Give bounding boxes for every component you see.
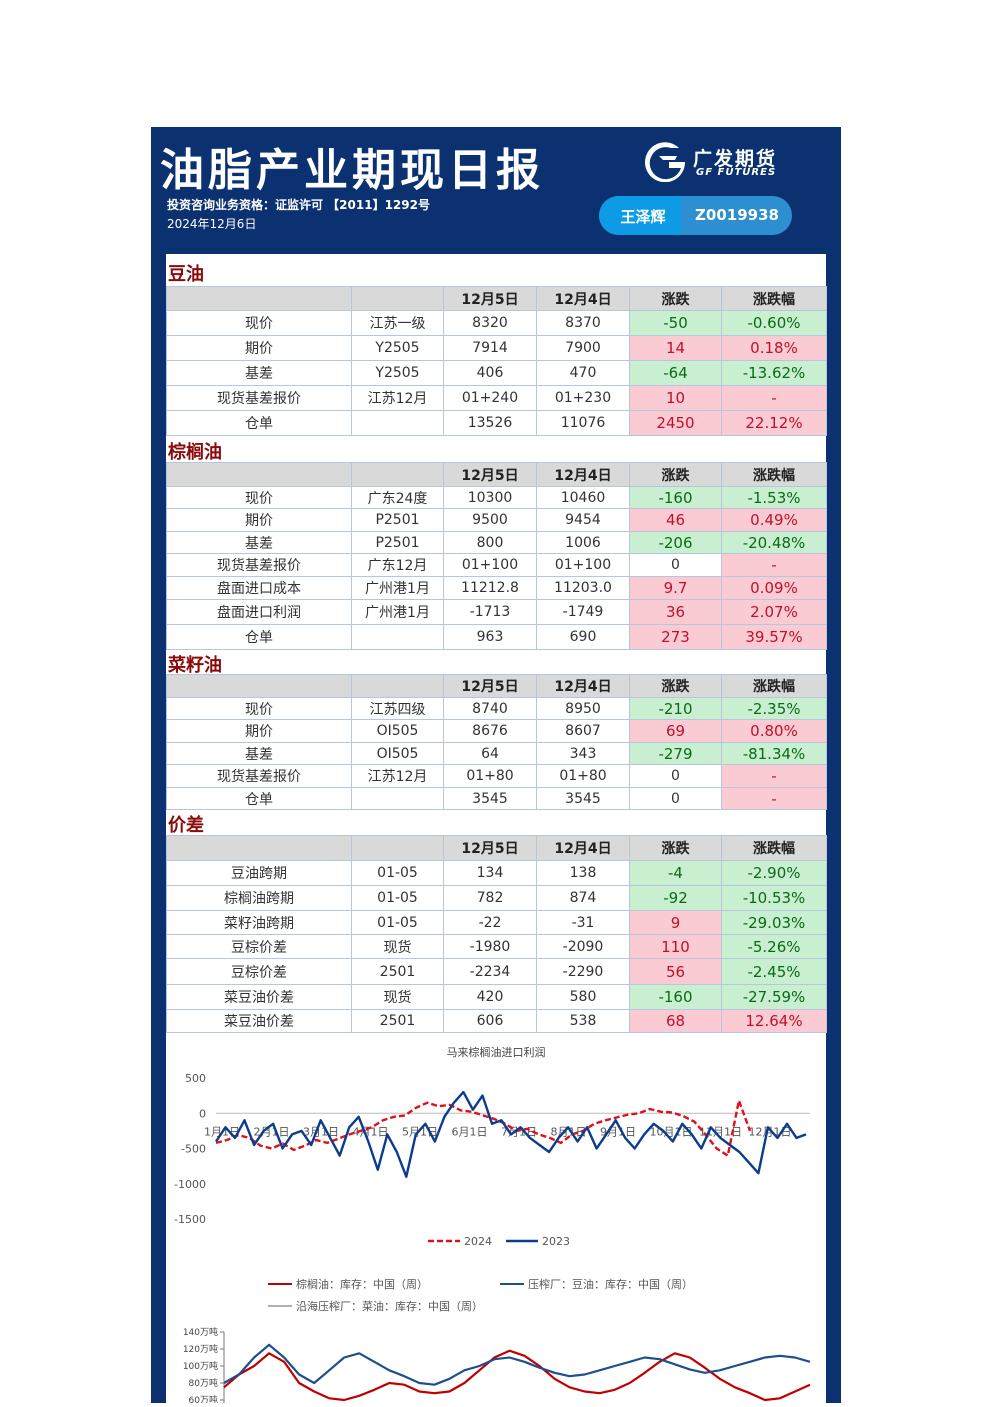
y-tick-label: -500 xyxy=(181,1143,206,1156)
analyst-badge: 王泽辉 Z0019938 xyxy=(599,196,792,235)
gf-futures-logo: 广发期货 GF FUTURES xyxy=(641,142,791,183)
table-row: 期价 OI505 8676 8607 69 0.80% xyxy=(166,719,827,743)
table-header-row: 12月5日 12月4日 涨跌 涨跌幅 xyxy=(166,835,827,861)
legend-label: 2023 xyxy=(542,1235,570,1248)
oil-inventory-svg: 棕榈油：库存：中国（周） 压榨厂：豆油：库存：中国（周） 沿海压榨厂：菜油：库存：中… xyxy=(183,1277,811,1406)
y-tick-label: 60万吨 xyxy=(189,1394,218,1403)
table-header-row: 12月5日 12月4日 涨跌 涨跌幅 xyxy=(166,286,827,311)
y-tick-label: -1500 xyxy=(174,1213,206,1226)
x-tick-label: 8月1日 xyxy=(551,1125,587,1138)
x-tick-label: 2月1日 xyxy=(254,1125,290,1138)
series-line xyxy=(223,1343,811,1386)
section-title-palm-oil: 棕榈油 xyxy=(168,442,222,463)
table-row: 仓单 3545 3545 0- xyxy=(166,787,827,810)
section-title-spreads: 价差 xyxy=(168,815,204,836)
table-row: 仓单 13526 11076 2450 22.12% xyxy=(166,410,827,436)
palm-import-profit-chart: 马来棕榈油进口利润 500 0 -500 -1000 -1500 1月1日 2月1日 3月1日 4… xyxy=(168,1034,825,1262)
y-tick-label: 140万吨 xyxy=(183,1326,218,1338)
table-row: 菜籽油跨期 01-05 -22 -31 9 -29.03% xyxy=(166,910,827,935)
legend-label: 沿海压榨厂：菜油：库存：中国（周） xyxy=(296,1299,483,1313)
table-row: 盘面进口利润 广州港1月 -1713 -1749 36 2.07% xyxy=(166,599,827,625)
table-row: 豆棕价差 现货 -1980 -2090 110 -5.26% xyxy=(166,934,827,959)
section-title-rapeseed-oil: 菜籽油 xyxy=(168,655,222,676)
table-row: 菜豆油价差 2501 606 538 68 12.64% xyxy=(166,1009,827,1033)
y-tick-label: -1000 xyxy=(174,1178,206,1191)
table-row: 仓单 963 690 273 39.57% xyxy=(166,624,827,650)
table-header-row: 12月5日 12月4日 涨跌 涨跌幅 xyxy=(166,462,827,487)
series-line-2024 xyxy=(215,1099,752,1157)
table-row: 现价 江苏一级 8320 8370 -50 -0.60% xyxy=(166,310,827,336)
table-row: 盘面进口成本 广州港1月 11212.8 11203.0 9.7 0.09% xyxy=(166,576,827,600)
gf-logo-icon xyxy=(645,142,686,183)
table-row: 基差 P2501 800 1006 -206 -20.48% xyxy=(166,531,827,554)
legend-label: 压榨厂：豆油：库存：中国（周） xyxy=(528,1277,693,1291)
table-row: 菜豆油价差 现货 420 580 -160 -27.59% xyxy=(166,984,827,1010)
analyst-code: Z0019938 xyxy=(695,206,779,224)
table-row: 豆棕价差 2501 -2234 -2290 56 -2.45% xyxy=(166,958,827,985)
x-tick-label: 4月1日 xyxy=(353,1125,389,1138)
table-row: 棕榈油跨期 01-05 782 874 -92 -10.53% xyxy=(166,885,827,911)
table-row: 现价 广东24度 10300 10460 -160 -1.53% xyxy=(166,486,827,509)
table-row: 现货基差报价 江苏12月 01+240 01+230 10- xyxy=(166,385,827,411)
rapeseed-oil-table: 12月5日 12月4日 涨跌 涨跌幅 现价 江苏四级 8740 8950 -210 -2.35%… xyxy=(166,674,827,810)
table-row: 现货基差报价 广东12月 01+100 01+100 0- xyxy=(166,553,827,577)
legend-label: 棕榈油：库存：中国（周） xyxy=(296,1277,428,1291)
x-tick-label: 6月1日 xyxy=(452,1125,488,1138)
palm-oil-table: 12月5日 12月4日 涨跌 涨跌幅 现价 广东24度 10300 10460 -160 -1.… xyxy=(166,462,827,650)
series-line xyxy=(223,1349,811,1402)
table-row: 豆油跨期 01-05 134 138 -4 -2.90% xyxy=(166,860,827,886)
chart-title: 马来棕榈油进口利润 xyxy=(447,1045,546,1059)
soybean-oil-table: 12月5日 12月4日 涨跌 涨跌幅 现价 江苏一级 8320 8370 -50 -0.60% … xyxy=(166,286,827,436)
content-area xyxy=(166,254,826,1403)
spreads-table: 12月5日 12月4日 涨跌 涨跌幅 豆油跨期 01-05 134 138 -4 -2.90% … xyxy=(166,835,827,1033)
section-title-soybean-oil: 豆油 xyxy=(168,264,204,285)
y-tick-label: 120万吨 xyxy=(183,1343,218,1355)
analyst-name: 王泽辉 xyxy=(620,208,666,226)
table-header-row: 12月5日 12月4日 涨跌 涨跌幅 xyxy=(166,674,827,698)
license-text: 投资咨询业务资格：证监许可 【2011】1292号 xyxy=(167,198,430,212)
table-row: 基差 Y2505 406 470 -64 -13.62% xyxy=(166,360,827,386)
legend-label: 2024 xyxy=(464,1235,492,1248)
table-row: 现货基差报价 江苏12月 01+80 01+80 0- xyxy=(166,764,827,788)
table-row: 期价 Y2505 7914 7900 14 0.18% xyxy=(166,335,827,361)
series-line-2023 xyxy=(215,1090,807,1178)
table-row: 基差 OI505 64 343 -279 -81.34% xyxy=(166,742,827,765)
x-tick-label: 3月1日 xyxy=(303,1125,339,1138)
oil-inventory-chart: 棕榈油：库存：中国（周） 压榨厂：豆油：库存：中国（周） 沿海压榨厂：菜油：库存：中… xyxy=(168,1266,825,1406)
logo-en: GF FUTURES xyxy=(696,167,777,178)
logo-cn: 广发期货 xyxy=(693,148,778,170)
table-row: 现价 江苏四级 8740 8950 -210 -2.35% xyxy=(166,697,827,720)
report-date: 2024年12月6日 xyxy=(167,217,257,231)
table-row: 期价 P2501 9500 9454 46 0.49% xyxy=(166,508,827,532)
analyst-badge-left xyxy=(599,196,681,235)
y-tick-label: 80万吨 xyxy=(189,1377,218,1389)
y-tick-label: 100万吨 xyxy=(183,1360,218,1372)
y-tick-label: 0 xyxy=(199,1107,206,1120)
y-tick-label: 500 xyxy=(185,1072,206,1085)
report-title: 油脂产业期现日报 xyxy=(160,145,544,196)
